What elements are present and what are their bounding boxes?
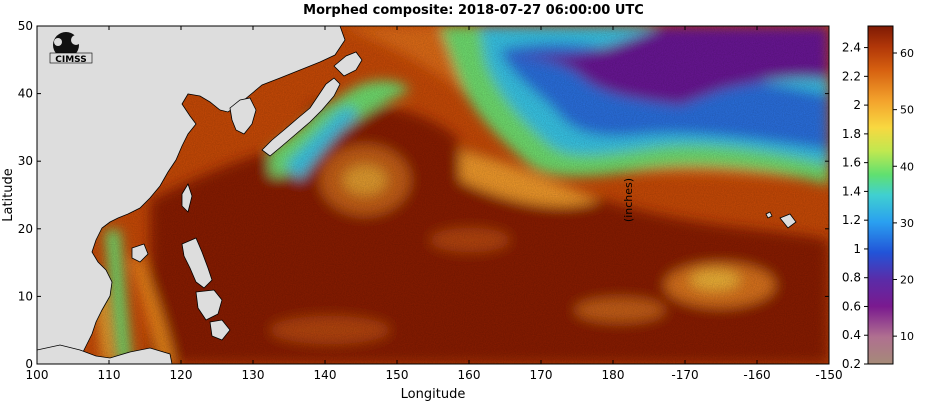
colorbar-left-label: 1.2 [842, 213, 861, 227]
y-tick-label: 0 [25, 357, 33, 371]
y-tick-label: 50 [18, 19, 33, 33]
y-tick-label: 10 [18, 289, 33, 303]
units-label: (inches) [622, 178, 635, 222]
x-tick-label: -150 [815, 368, 842, 382]
colorbar-right-label: 30 [900, 217, 914, 230]
x-tick-label: -160 [743, 368, 770, 382]
y-tick-label: 30 [18, 154, 33, 168]
cimss-logo: CIMSS [49, 32, 93, 65]
y-tick-label: 40 [18, 87, 33, 101]
precipitable-water-field [37, 26, 829, 364]
x-tick-label: 140 [314, 368, 337, 382]
y-axis-ticks: 0 10 20 30 40 50 [18, 19, 829, 371]
x-tick-label: 120 [170, 368, 193, 382]
logo-text: CIMSS [55, 55, 86, 65]
x-tick-label: 150 [386, 368, 409, 382]
land-masses [37, 26, 797, 364]
colorbar-right-label: 50 [900, 104, 914, 117]
x-axis-ticks: 100 110 120 130 140 150 160 170 180 -170 -160 -150 [26, 26, 843, 382]
x-tick-label: -170 [671, 368, 698, 382]
colorbar-left-label: 0.2 [842, 357, 861, 371]
colorbar-right-label: 40 [900, 160, 914, 173]
colorbar-left-label: 0.4 [842, 328, 861, 342]
colorbar: 0.2 0.4 0.6 0.8 1 1.2 1.4 1.6 1.8 2 2.2 2.4 10 20 30 4… [842, 25, 914, 371]
x-tick-label: 110 [98, 368, 121, 382]
colorbar-right-label: 10 [900, 330, 914, 343]
colorbar-left-label: 2.2 [842, 69, 861, 83]
colorbar-right-label: 20 [900, 274, 914, 287]
x-axis-label: Longitude [401, 387, 466, 402]
colorbar-left-label: 2 [853, 98, 861, 112]
colorbar-left-label: 1.4 [842, 184, 861, 198]
map-frame [36, 25, 830, 365]
y-tick-label: 20 [18, 222, 33, 236]
colorbar-right-ticks: 10 20 30 40 50 60 [893, 47, 914, 343]
colorbar-left-label: 1.6 [842, 156, 861, 170]
x-tick-label: 100 [26, 368, 49, 382]
colorbar-left-label: 1.8 [842, 127, 861, 141]
colorbar-left-label: 2.4 [842, 41, 861, 55]
x-tick-label: 160 [458, 368, 481, 382]
colorbar-left-label: 0.8 [842, 271, 861, 285]
colorbar-gradient [867, 25, 894, 365]
colorbar-left-label: 0.6 [842, 299, 861, 313]
x-tick-label: 130 [242, 368, 265, 382]
y-axis-label: Latitude [1, 168, 16, 222]
colorbar-left-label: 1 [853, 242, 861, 256]
x-tick-label: 180 [602, 368, 625, 382]
map-title: Morphed composite: 2018-07-27 06:00:00 U… [303, 3, 644, 18]
colorbar-right-label: 60 [900, 47, 914, 60]
colorbar-left-ticks: 0.2 0.4 0.6 0.8 1 1.2 1.4 1.6 1.8 2 2.2 2.4 [842, 41, 868, 371]
x-tick-label: 170 [530, 368, 553, 382]
